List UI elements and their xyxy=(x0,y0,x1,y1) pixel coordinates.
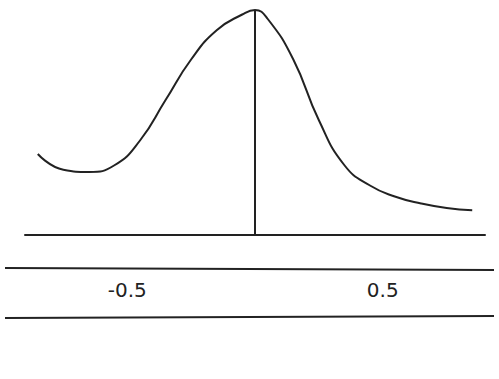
svg-text:0.5: 0.5 xyxy=(367,278,399,302)
svg-text:-0.5: -0.5 xyxy=(108,278,147,302)
